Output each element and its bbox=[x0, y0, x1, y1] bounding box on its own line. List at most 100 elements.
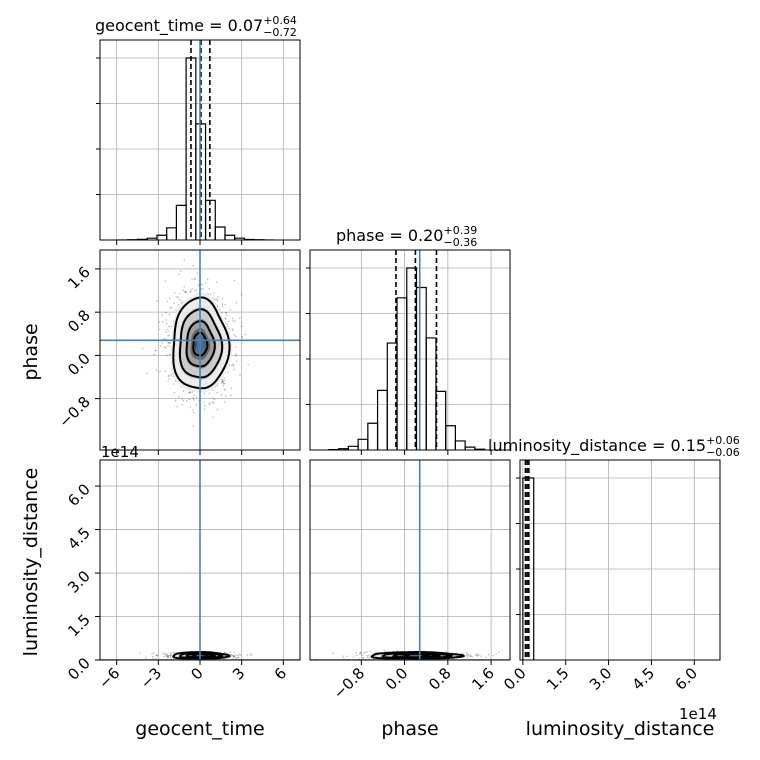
sample-point bbox=[359, 652, 362, 654]
sample-point bbox=[228, 320, 230, 323]
sample-point bbox=[222, 380, 224, 383]
sample-point bbox=[185, 290, 187, 293]
sample-point bbox=[179, 270, 182, 273]
sample-point bbox=[193, 398, 195, 401]
contour-line bbox=[178, 651, 224, 660]
x-offset-text: 1e14 bbox=[679, 705, 717, 723]
sample-point bbox=[225, 312, 228, 314]
sample-point bbox=[232, 655, 235, 657]
sample-point bbox=[193, 278, 195, 280]
density bbox=[100, 460, 300, 660]
sample-point bbox=[204, 282, 207, 284]
sample-point bbox=[154, 349, 157, 352]
sample-point bbox=[164, 370, 166, 373]
sample-point bbox=[216, 299, 219, 302]
sample-point bbox=[173, 391, 176, 394]
x-tick-label: 0 bbox=[187, 664, 206, 683]
y-tick-label: 0.0 bbox=[64, 654, 94, 684]
sample-point bbox=[169, 652, 172, 654]
sample-point bbox=[166, 655, 169, 658]
sample-point bbox=[178, 273, 180, 275]
axes-frame bbox=[519, 459, 721, 661]
sample-point bbox=[224, 395, 227, 397]
sample-point bbox=[366, 651, 368, 653]
sample-point bbox=[221, 305, 224, 308]
sample-point bbox=[158, 321, 161, 323]
sample-point bbox=[158, 328, 161, 331]
sample-point bbox=[223, 382, 225, 385]
sample-point bbox=[471, 656, 474, 658]
histogram-bar bbox=[367, 422, 379, 450]
sample-point bbox=[216, 281, 218, 284]
sample-point bbox=[233, 655, 235, 658]
y-axis-label-luminosity-distance: luminosity_distance bbox=[20, 468, 42, 657]
sample-point bbox=[191, 391, 194, 393]
x-tick-label: 3.0 bbox=[586, 664, 616, 694]
sample-point bbox=[151, 652, 153, 655]
sample-point bbox=[166, 354, 168, 357]
title-value: luminosity_distance = 0.15 bbox=[488, 436, 706, 456]
sample-point bbox=[475, 654, 478, 657]
sample-point bbox=[175, 308, 177, 311]
sample-point bbox=[193, 394, 196, 397]
sample-point bbox=[221, 297, 224, 300]
contour-line bbox=[185, 319, 216, 368]
sample-point bbox=[213, 398, 216, 401]
sample-point bbox=[178, 298, 180, 301]
sample-point bbox=[187, 392, 190, 394]
sample-point bbox=[465, 651, 468, 654]
sample-point bbox=[477, 654, 480, 657]
geocent-time-title: geocent_time = 0.07+0.64 −0.72 bbox=[95, 14, 297, 39]
sample-point bbox=[195, 289, 198, 291]
sample-point bbox=[246, 654, 249, 656]
histogram-bar bbox=[224, 234, 236, 240]
sample-point bbox=[162, 655, 165, 658]
sample-point bbox=[168, 378, 170, 380]
x-axis-label-luminosity-distance: luminosity_distance bbox=[526, 718, 715, 740]
sample-point bbox=[223, 651, 226, 654]
sample-point bbox=[240, 294, 243, 296]
sample-point bbox=[232, 655, 235, 657]
sample-point bbox=[153, 652, 155, 654]
joint-panel-geocent_time-vs-luminosity_distance: −6 −3 0 3 6 0.0 1.5 3.0 4.5 6.0 bbox=[64, 459, 301, 692]
title-plus-error: +0.39 bbox=[443, 224, 477, 237]
sample-point bbox=[212, 397, 214, 399]
sample-point bbox=[167, 342, 170, 344]
sample-point bbox=[209, 402, 211, 404]
sample-point bbox=[366, 655, 369, 657]
sample-point bbox=[233, 655, 235, 658]
joint-panel-geocent_time-vs-phase: −0.8 0.0 0.8 1.6 bbox=[55, 249, 301, 455]
axes-frame bbox=[309, 249, 511, 451]
sample-point bbox=[162, 337, 165, 340]
sample-point bbox=[238, 653, 240, 656]
sample-point bbox=[234, 654, 237, 656]
sample-point bbox=[170, 658, 173, 660]
sample-point bbox=[170, 374, 172, 376]
sample-point bbox=[244, 333, 247, 336]
joint-panel-phase-vs-luminosity_distance: −0.8 0.0 0.8 1.6 bbox=[309, 459, 511, 703]
y-tick-label: 4.5 bbox=[64, 524, 94, 554]
sample-point bbox=[467, 653, 469, 656]
sample-point bbox=[182, 289, 184, 292]
sample-point bbox=[466, 656, 469, 658]
sample-point bbox=[363, 652, 366, 654]
histogram-bar bbox=[464, 446, 476, 450]
sample-point bbox=[222, 379, 224, 381]
sample-point bbox=[189, 290, 192, 293]
sample-point bbox=[167, 656, 169, 658]
sample-point bbox=[195, 396, 198, 399]
x-tick-label: 0.0 bbox=[382, 664, 412, 694]
histogram bbox=[522, 460, 535, 660]
sample-point bbox=[235, 335, 237, 338]
sample-point bbox=[225, 314, 228, 317]
sample-point bbox=[230, 387, 232, 389]
y-tick-label: −0.8 bbox=[55, 393, 93, 431]
title-minus-error: −0.36 bbox=[443, 236, 477, 249]
sample-point bbox=[216, 391, 218, 394]
x-tick-label: 6.0 bbox=[672, 664, 702, 694]
sample-point bbox=[191, 278, 193, 281]
sample-point bbox=[498, 651, 500, 653]
histogram-bar bbox=[425, 337, 437, 450]
x-tick-label: 3 bbox=[229, 664, 248, 683]
